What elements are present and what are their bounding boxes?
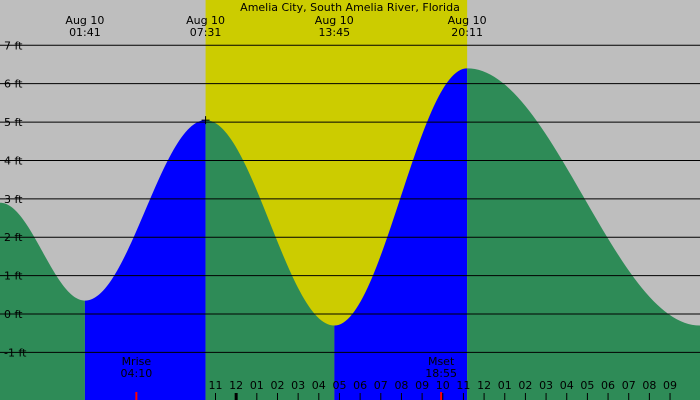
rising-tide-area <box>84 120 206 400</box>
y-axis: 7 ft 6 ft 5 ft 4 ft 3 ft 2 ft 1 ft 0 ft -1 ft <box>4 39 27 359</box>
hour-tick-label: 02 <box>270 379 284 392</box>
moon-event-label: Mrise <box>122 355 152 368</box>
falling-tide-area <box>205 120 335 400</box>
y-tick-label: 7 ft <box>4 39 23 52</box>
extreme-date-label: Aug 10 <box>315 14 354 27</box>
y-tick-label: 6 ft <box>4 78 23 91</box>
hour-tick-label: 01 <box>498 379 512 392</box>
moon-event-time: 18:55 <box>425 367 457 380</box>
rising-tide-area <box>334 68 468 400</box>
hour-tick-label: 08 <box>394 379 408 392</box>
extreme-time-label: 13:45 <box>318 26 350 39</box>
y-tick-label: 0 ft <box>4 308 23 321</box>
extreme-time-label: 01:41 <box>69 26 101 39</box>
chart-title: Amelia City, South Amelia River, Florida <box>240 1 460 14</box>
hour-tick-label: 06 <box>601 379 615 392</box>
high-tide-marker <box>201 116 210 125</box>
hour-tick-label: 04 <box>560 379 574 392</box>
hour-tick-label: 06 <box>353 379 367 392</box>
hour-tick-label: 12 <box>477 379 491 392</box>
y-tick-label: 2 ft <box>4 231 23 244</box>
hour-tick-label: 03 <box>539 379 553 392</box>
hour-tick-label: 12 <box>229 379 243 392</box>
gridlines <box>0 44 700 353</box>
extreme-date-label: Aug 10 <box>65 14 104 27</box>
hour-tick-label: 11 <box>208 379 222 392</box>
extreme-date-label: Aug 10 <box>186 14 225 27</box>
extreme-date-label: Aug 10 <box>448 14 487 27</box>
falling-tide-area <box>467 68 700 400</box>
y-tick-label: 4 ft <box>4 154 23 167</box>
hour-tick-label: 08 <box>642 379 656 392</box>
y-tick-label: 5 ft <box>4 116 23 129</box>
hour-tick-label: 05 <box>332 379 346 392</box>
hour-tick-label: 10 <box>436 379 450 392</box>
hour-tick-label: 05 <box>580 379 594 392</box>
tide-area <box>0 68 700 400</box>
hour-tick-label: 07 <box>622 379 636 392</box>
hour-tick-label: 11 <box>456 379 470 392</box>
y-tick-label: 1 ft <box>4 270 23 283</box>
hour-tick-label: 09 <box>415 379 429 392</box>
x-axis: 11 12 01 02 03 04 05 06 07 08 09 10 11 12 01 02 03 04 05 06… <box>208 379 677 400</box>
y-tick-label: 3 ft <box>4 193 23 206</box>
extreme-time-label: 20:11 <box>451 26 483 39</box>
falling-tide-area <box>0 202 85 400</box>
hour-tick-label: 07 <box>374 379 388 392</box>
hour-tick-label: 01 <box>250 379 264 392</box>
y-tick-label: -1 ft <box>4 346 27 359</box>
moon-event-time: 04:10 <box>121 367 153 380</box>
hour-tick-label: 04 <box>312 379 326 392</box>
hour-tick-label: 03 <box>291 379 305 392</box>
extreme-time-label: 07:31 <box>190 26 222 39</box>
moon-event-label: Mset <box>428 355 455 368</box>
hour-tick-label: 02 <box>518 379 532 392</box>
hour-tick-label: 09 <box>663 379 677 392</box>
